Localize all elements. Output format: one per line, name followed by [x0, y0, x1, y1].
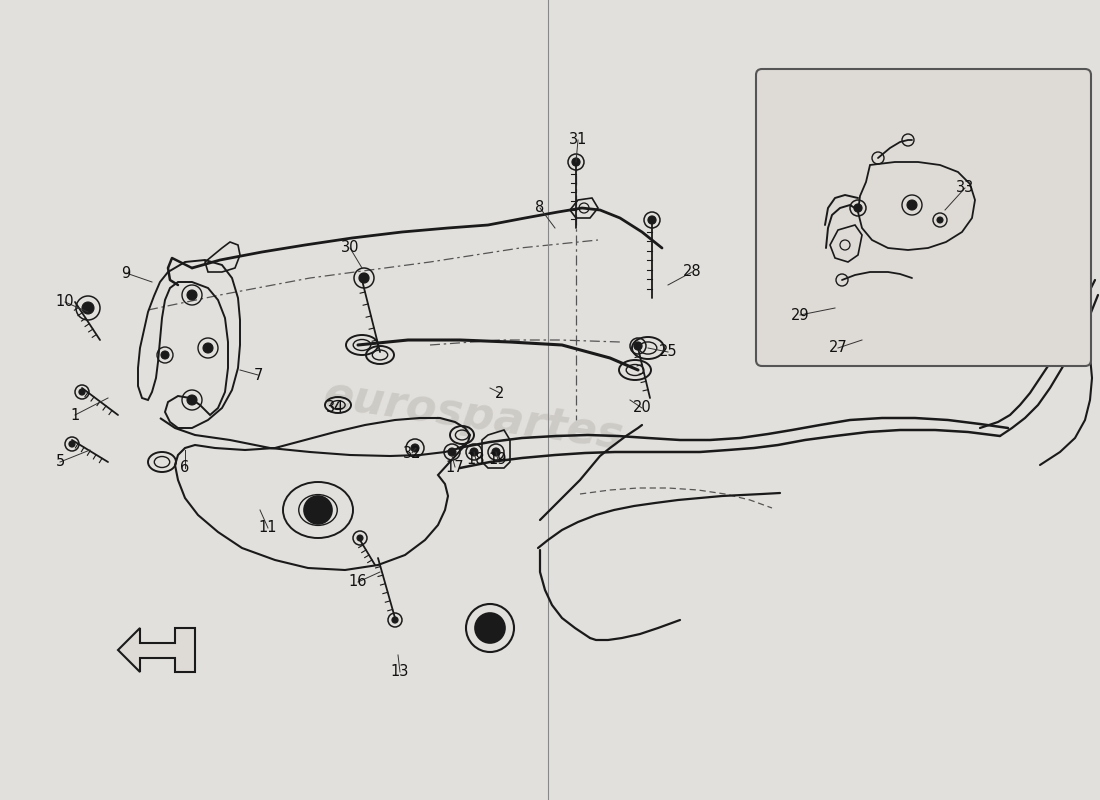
Text: 31: 31	[569, 133, 587, 147]
Text: 19: 19	[488, 453, 507, 467]
Text: 27: 27	[828, 341, 847, 355]
Text: 33: 33	[956, 181, 975, 195]
Text: 32: 32	[403, 446, 421, 461]
Text: 17: 17	[446, 459, 464, 474]
Circle shape	[411, 444, 419, 452]
Text: 20: 20	[632, 401, 651, 415]
Circle shape	[204, 343, 213, 353]
Circle shape	[648, 216, 656, 224]
Circle shape	[187, 395, 197, 405]
Circle shape	[359, 273, 369, 283]
Circle shape	[448, 448, 456, 456]
Circle shape	[79, 389, 85, 395]
Circle shape	[358, 535, 363, 541]
Polygon shape	[118, 628, 195, 672]
Text: 6: 6	[180, 461, 189, 475]
Text: 25: 25	[659, 345, 678, 359]
Circle shape	[187, 290, 197, 300]
Text: 30: 30	[341, 241, 360, 255]
Text: 28: 28	[683, 265, 702, 279]
Text: 8: 8	[536, 201, 544, 215]
Text: 7: 7	[253, 367, 263, 382]
Circle shape	[304, 496, 332, 524]
Circle shape	[937, 217, 943, 223]
Text: 29: 29	[791, 307, 810, 322]
Circle shape	[908, 200, 917, 210]
Text: 1: 1	[70, 407, 79, 422]
Circle shape	[392, 617, 398, 623]
Circle shape	[492, 448, 500, 456]
Text: 11: 11	[258, 521, 277, 535]
FancyBboxPatch shape	[756, 69, 1091, 366]
Text: 18: 18	[466, 453, 485, 467]
Text: 10: 10	[56, 294, 75, 310]
Text: 16: 16	[349, 574, 367, 590]
Circle shape	[572, 158, 580, 166]
Circle shape	[161, 351, 169, 359]
Text: 2: 2	[495, 386, 505, 401]
Circle shape	[854, 204, 862, 212]
Circle shape	[69, 441, 75, 447]
Text: 13: 13	[390, 665, 409, 679]
Text: 5: 5	[55, 454, 65, 470]
Text: 34: 34	[326, 401, 344, 415]
Text: 9: 9	[121, 266, 131, 281]
Circle shape	[475, 613, 505, 643]
Circle shape	[82, 302, 94, 314]
Circle shape	[634, 342, 642, 350]
Text: eurospartes: eurospartes	[320, 374, 626, 458]
Circle shape	[470, 448, 478, 456]
